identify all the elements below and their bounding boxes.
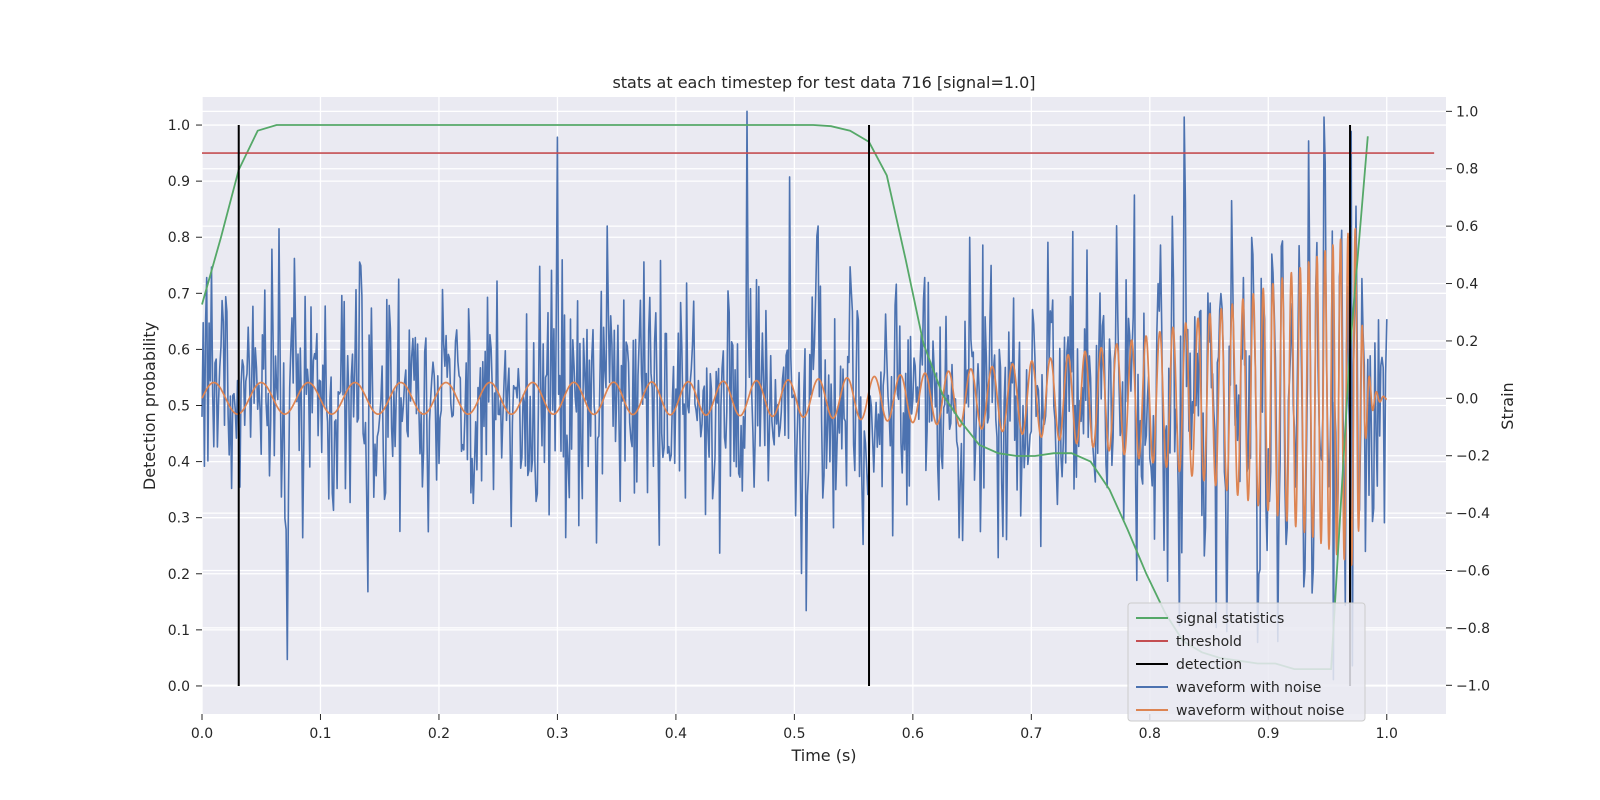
legend-label: waveform without noise xyxy=(1176,703,1344,719)
y-axis-title: Detection probability xyxy=(140,322,159,490)
x-tick-label: 0.9 xyxy=(1257,726,1279,742)
y2-tick-label: −0.6 xyxy=(1456,564,1490,580)
x-tick-label: 0.0 xyxy=(191,726,213,742)
x-tick-label: 0.7 xyxy=(1020,726,1042,742)
legend-label: waveform with noise xyxy=(1176,680,1321,696)
y-tick-label: 0.9 xyxy=(168,174,190,190)
legend-label: signal statistics xyxy=(1176,611,1284,627)
x-tick-label: 0.5 xyxy=(783,726,805,742)
x-axis-title: Time (s) xyxy=(790,746,856,765)
y-tick-label: 1.0 xyxy=(168,118,190,134)
y-tick-label: 0.6 xyxy=(168,342,190,358)
y2-tick-label: 0.4 xyxy=(1456,277,1478,293)
x-tick-label: 0.2 xyxy=(428,726,450,742)
y2-tick-label: 0.2 xyxy=(1456,334,1478,350)
y-tick-label: 0.0 xyxy=(168,679,190,695)
x-tick-label: 1.0 xyxy=(1376,726,1398,742)
axes-layer: 0.0 0.1 0.2 0.3 0.4 0.5 0.6 0.7 0.8 0.9 1.0 0.0 0.1 0… xyxy=(168,104,1490,742)
legend-label: detection xyxy=(1176,657,1242,673)
x-tick-label: 0.3 xyxy=(546,726,568,742)
y-tick-label: 0.4 xyxy=(168,455,190,471)
y-tick-label: 0.1 xyxy=(168,623,190,639)
y-tick-label: 0.2 xyxy=(168,567,190,583)
x-tick-label: 0.8 xyxy=(1139,726,1161,742)
legend-label: threshold xyxy=(1176,634,1242,650)
y2-tick-label: −1.0 xyxy=(1456,678,1490,694)
series-layer xyxy=(201,110,1435,686)
x-tick-label: 0.6 xyxy=(902,726,924,742)
legend: signal statistics threshold detection wavef… xyxy=(1127,602,1366,722)
y2-tick-label: 0.6 xyxy=(1456,219,1478,235)
series-waveform-without-noise xyxy=(201,227,1388,567)
legend-box xyxy=(1127,602,1366,722)
y-tick-label: 0.8 xyxy=(168,230,190,246)
y2-tick-label: −0.4 xyxy=(1456,506,1490,522)
y2-axis-title: Strain xyxy=(1498,382,1517,429)
y2-tick-label: −0.2 xyxy=(1456,449,1490,465)
y-tick-label: 0.7 xyxy=(168,286,190,302)
x-tick-label: 0.4 xyxy=(665,726,687,742)
y2-tick-label: 1.0 xyxy=(1456,104,1478,120)
y2-tick-label: 0.8 xyxy=(1456,162,1478,178)
x-tick-label: 0.1 xyxy=(309,726,331,742)
y-tick-label: 0.5 xyxy=(168,399,190,415)
y-tick-label: 0.3 xyxy=(168,511,190,527)
y2-tick-label: −0.8 xyxy=(1456,621,1490,637)
y2-tick-label: 0.0 xyxy=(1456,391,1478,407)
chart-title: stats at each timestep for test data 716… xyxy=(612,73,1035,92)
